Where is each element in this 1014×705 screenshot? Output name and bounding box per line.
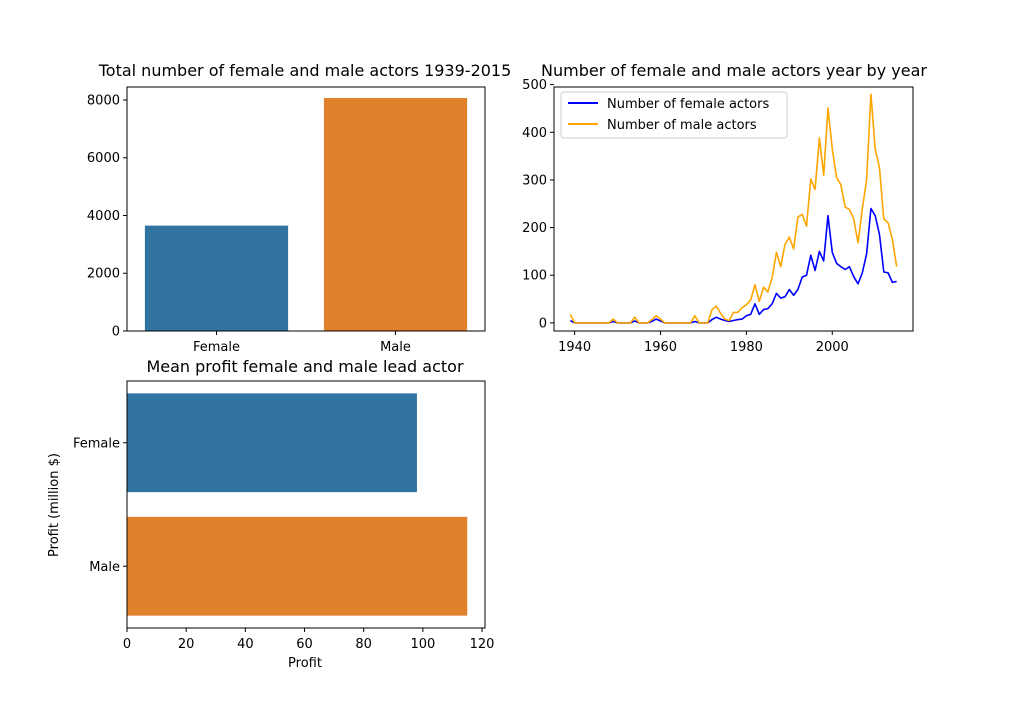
legend-label-male: Number of male actors <box>607 118 757 133</box>
y-tick-label: 200 <box>522 221 547 236</box>
x-tick-label: 40 <box>237 637 254 652</box>
y-tick-label: 0 <box>539 316 547 331</box>
x-tick-label: Male <box>380 340 411 355</box>
chart-mean-profit: Mean profit female and male lead actor F… <box>47 357 494 671</box>
x-tick-label: 20 <box>178 637 195 652</box>
x-tick-label: 60 <box>296 637 313 652</box>
x-tick-label: Female <box>193 340 240 355</box>
x-tick-label: 1960 <box>644 340 677 355</box>
y-tick-label: 6000 <box>87 151 120 166</box>
series-line-male <box>569 93 898 324</box>
y-tick-label: Male <box>89 560 120 575</box>
chart1-frame <box>126 86 486 332</box>
x-tick-label: 0 <box>123 637 131 652</box>
chart-actors-by-year: Number of female and male actors year by… <box>522 61 927 355</box>
chart3-frame <box>126 380 486 629</box>
y-tick-label: 500 <box>522 78 547 93</box>
x-tick-label: 80 <box>355 637 372 652</box>
chart3-xlabel: Profit <box>288 656 322 671</box>
bar-male <box>127 516 468 616</box>
x-tick-label: 2000 <box>816 340 849 355</box>
y-tick-label: 300 <box>522 173 547 188</box>
y-tick-label: 400 <box>522 126 547 141</box>
legend-label-female: Number of female actors <box>607 97 769 112</box>
y-tick-label: 2000 <box>87 267 120 282</box>
legend-box <box>560 91 788 139</box>
bar-male <box>323 97 468 331</box>
chart3-title: Mean profit female and male lead actor <box>146 357 463 376</box>
y-tick-label: 0 <box>112 325 120 340</box>
y-tick-label: 4000 <box>87 209 120 224</box>
x-tick-label: 1980 <box>730 340 763 355</box>
series-line-female <box>569 207 897 324</box>
x-tick-label: 1940 <box>558 340 591 355</box>
bar-female <box>127 393 417 493</box>
chart2-title: Number of female and male actors year by… <box>541 61 927 80</box>
chart3-ylabel: Profit (million $) <box>47 453 62 557</box>
chart-total-actors: Total number of female and male actors 1… <box>87 61 511 355</box>
chart2-legend: Number of female actors Number of male a… <box>560 91 788 139</box>
chart1-title: Total number of female and male actors 1… <box>98 61 512 80</box>
y-tick-label: 8000 <box>87 93 120 108</box>
x-tick-label: 100 <box>410 637 435 652</box>
y-tick-label: 100 <box>522 269 547 284</box>
x-tick-label: 120 <box>470 637 495 652</box>
chart2-frame <box>553 86 914 332</box>
bar-female <box>144 225 289 331</box>
y-tick-label: Female <box>73 436 120 451</box>
